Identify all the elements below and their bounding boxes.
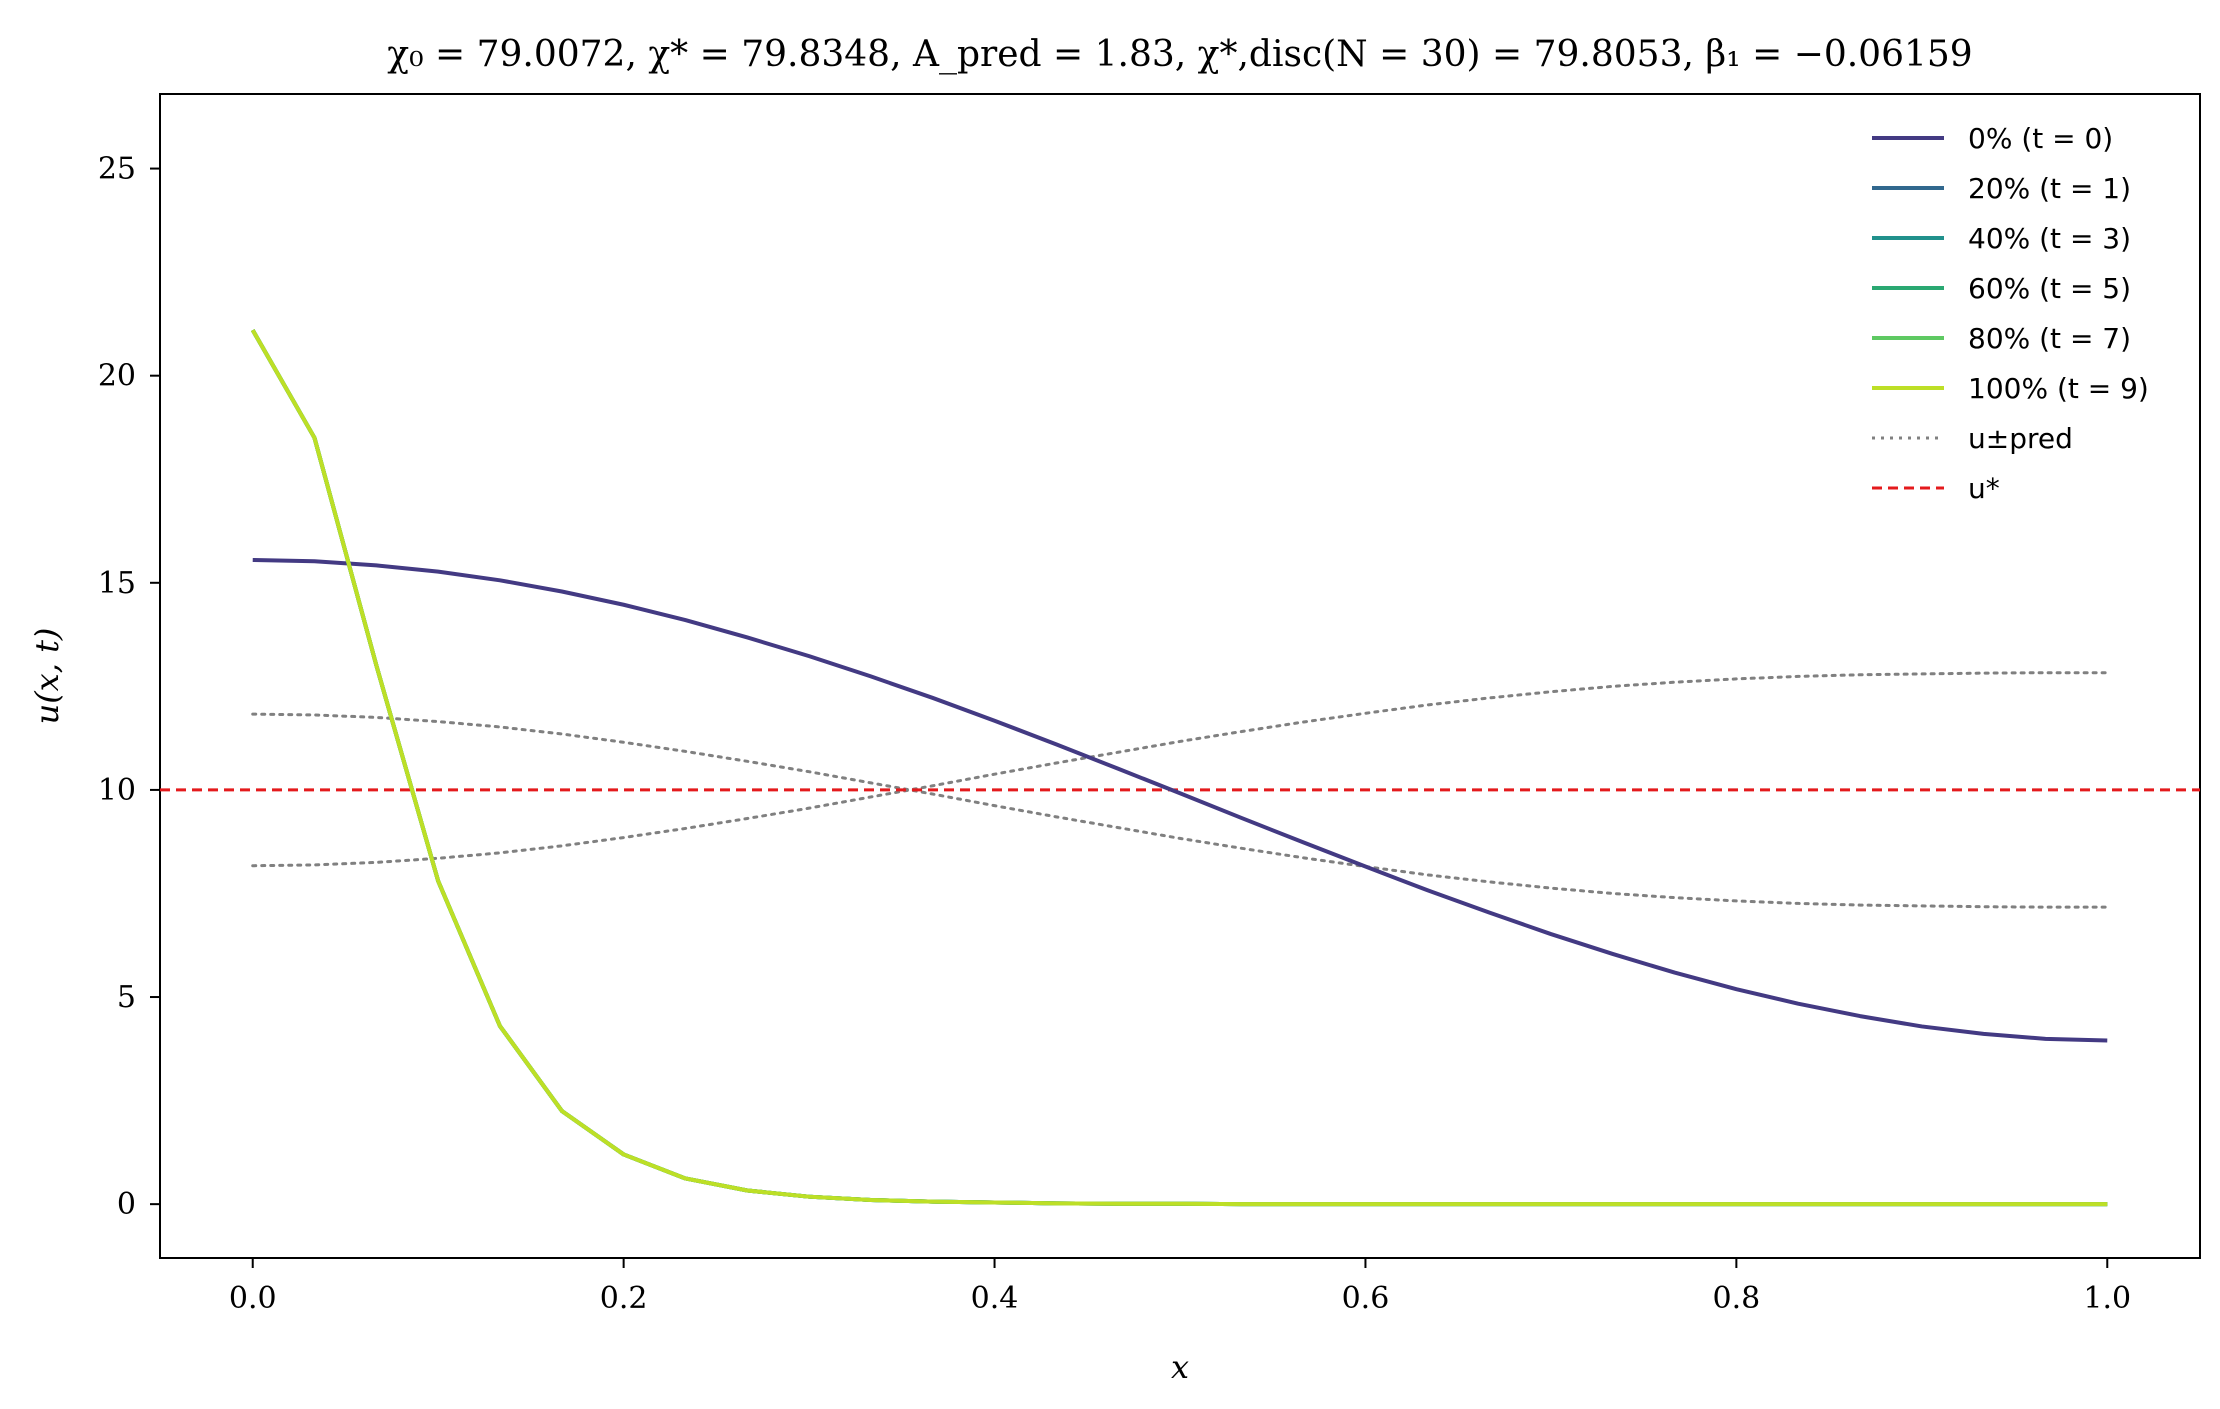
legend-label: 60% (t = 5) (1968, 272, 2131, 305)
y-tick-label: 10 (98, 773, 136, 808)
legend-label: 20% (t = 1) (1968, 172, 2131, 205)
y-tick-label: 15 (98, 566, 136, 601)
series-40-t-3-line (250, 329, 2108, 1207)
y-tick-label: 5 (117, 980, 136, 1015)
x-tick-label: 0.8 (1713, 1281, 1761, 1316)
y-axis-ticks: 0 5 10 15 20 25 (98, 152, 160, 1222)
x-tick-label: 1.0 (2083, 1281, 2131, 1316)
y-tick-label: 20 (98, 359, 136, 394)
legend-label: u* (1968, 472, 2000, 505)
series-u-pred-lower-line (251, 671, 2109, 868)
legend-label: 0% (t = 0) (1968, 122, 2113, 155)
x-tick-label: 0.4 (971, 1281, 1019, 1316)
series-layer (160, 329, 2200, 1207)
x-axis-ticks: 0.0 0.2 0.4 0.6 0.8 1.0 (229, 1258, 2131, 1316)
x-tick-label: 0.6 (1342, 1281, 1390, 1316)
y-tick-label: 25 (98, 152, 136, 187)
legend-label: 100% (t = 9) (1968, 372, 2149, 405)
series-100-t-9-line (250, 329, 2108, 1207)
series-0-t-0-line (252, 558, 2108, 1043)
chart-title: χ₀ = 79.0072, χ* = 79.8348, A_pred = 1.8… (387, 34, 1972, 75)
legend-label: u±pred (1968, 422, 2073, 455)
legend-label: 80% (t = 7) (1968, 322, 2131, 355)
series-20-t-1-line (250, 329, 2108, 1207)
x-tick-label: 0.0 (229, 1281, 277, 1316)
series-60-t-5-line (250, 329, 2108, 1207)
x-axis-label: x (1171, 1348, 1189, 1386)
y-axis-label: u(x, t) (28, 628, 66, 725)
plot-frame (159, 93, 2201, 1259)
legend: 0% (t = 0) 20% (t = 1) 40% (t = 3) 60% (t =… (1872, 122, 2149, 505)
legend-label: 40% (t = 3) (1968, 222, 2131, 255)
y-tick-label: 0 (117, 1187, 136, 1222)
series-80-t-7-line (250, 329, 2108, 1207)
series-u-pred-upper-line (251, 712, 2109, 909)
x-tick-label: 0.2 (600, 1281, 648, 1316)
